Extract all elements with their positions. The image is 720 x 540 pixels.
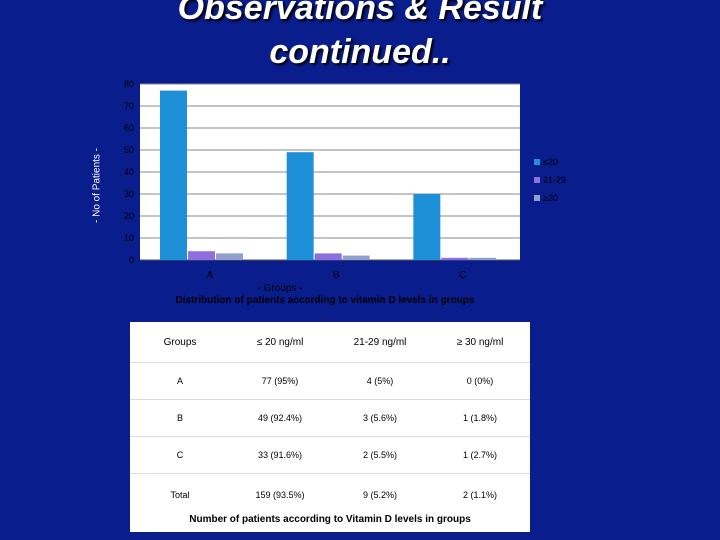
legend-swatch <box>534 177 540 183</box>
legend-label: ≥30 <box>543 193 558 203</box>
chart-caption: Distribution of patients according to vi… <box>175 295 475 306</box>
table-caption: Number of patients according to Vitamin … <box>189 514 471 525</box>
bars <box>160 90 497 260</box>
y-tick-label: 80 <box>124 79 134 89</box>
table-header-cell: Groups <box>130 322 230 363</box>
table-cell: 0 (0%) <box>430 362 530 400</box>
table-cell: 3 (5.6%) <box>330 399 430 437</box>
vitamin-d-table: Groups ≤ 20 ng/ml 21-29 ng/ml ≥ 30 ng/ml… <box>130 322 530 517</box>
table-cell: 1 (2.7%) <box>430 436 530 474</box>
table-cell: 77 (95%) <box>230 362 330 400</box>
table-row: C 33 (91.6%) 2 (5.5%) 1 (2.7%) <box>130 436 530 474</box>
table-header-cell: 21-29 ng/ml <box>330 322 430 363</box>
legend: ≤20 21-29 ≥30 <box>534 157 566 203</box>
bar-A-3 <box>216 253 243 260</box>
legend-label: 21-29 <box>543 175 566 185</box>
y-axis-title: - No of Patients - <box>91 147 103 224</box>
y-tick-label: 30 <box>124 189 134 199</box>
table-cell: A <box>130 362 230 400</box>
table-cell: 1 (1.8%) <box>430 399 530 437</box>
y-tick-label: 20 <box>124 211 134 221</box>
legend-label: ≤20 <box>543 157 558 167</box>
bar-B-2 <box>314 253 342 260</box>
table-header-cell: ≥ 30 ng/ml <box>430 322 530 363</box>
y-tick-label: 50 <box>124 145 134 155</box>
bar-A-2 <box>188 251 215 260</box>
bar-chart: 0 10 20 30 40 50 60 70 80 A B C ≤20 21-29 ≥30 <box>124 79 566 281</box>
legend-swatch <box>534 159 540 165</box>
table-row: B 49 (92.4%) 3 (5.6%) 1 (1.8%) <box>130 399 530 437</box>
table-cell: B <box>130 399 230 437</box>
bar-C-3 <box>469 257 497 260</box>
y-tick-label: 0 <box>129 255 134 265</box>
table-cell: 4 (5%) <box>330 362 430 400</box>
slide-title: Observations & Result continued.. <box>177 0 543 71</box>
table-cell: 49 (92.4%) <box>230 399 330 437</box>
table-cell: C <box>130 436 230 474</box>
table-header-cell: ≤ 20 ng/ml <box>230 322 330 363</box>
table-header-row: Groups ≤ 20 ng/ml 21-29 ng/ml ≥ 30 ng/ml <box>130 322 530 363</box>
bar-A-1 <box>160 90 187 260</box>
bar-B-1 <box>286 152 314 260</box>
x-category-label: C <box>459 270 466 281</box>
y-tick-labels: 0 10 20 30 40 50 60 70 80 <box>124 79 134 265</box>
y-tick-label: 60 <box>124 123 134 133</box>
x-category-labels: A B C <box>206 270 466 281</box>
y-tick-label: 70 <box>124 101 134 111</box>
table-cell: 33 (91.6%) <box>230 436 330 474</box>
x-category-label: A <box>206 270 213 281</box>
bar-B-3 <box>342 255 370 260</box>
table-row: A 77 (95%) 4 (5%) 0 (0%) <box>130 362 530 400</box>
bar-C-2 <box>441 257 469 260</box>
y-tick-label: 40 <box>124 167 134 177</box>
table-cell: 2 (5.5%) <box>330 436 430 474</box>
y-tick-label: 10 <box>124 233 134 243</box>
caption-background <box>130 508 530 532</box>
x-category-label: B <box>333 270 340 281</box>
x-axis-title: - Groups - <box>257 283 303 294</box>
bar-C-1 <box>413 194 441 260</box>
legend-swatch <box>534 195 540 201</box>
